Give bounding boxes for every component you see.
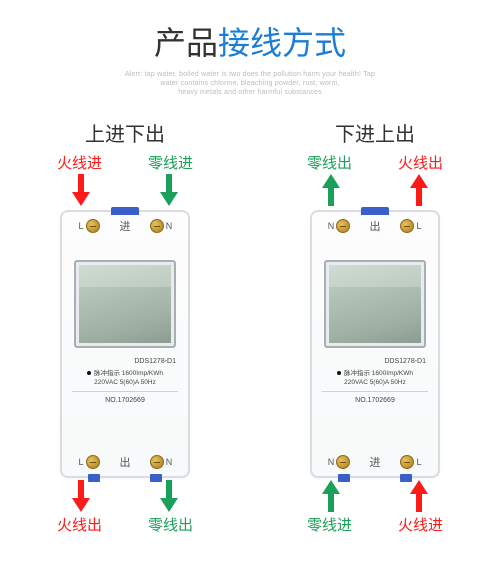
arrow-pair [275,480,475,512]
screw-icon [336,455,350,469]
screw-icon [400,455,414,469]
wire-label: 火线进 [398,514,443,535]
serial-number: NO.1702669 [322,397,428,404]
terminal-bottom: N 进 L [312,454,438,470]
terminal-mark: N [326,221,336,231]
terminal-mark: N [164,221,174,231]
terminal-mark: L [414,221,424,231]
wire-label: 零线出 [148,514,193,535]
lcd-screen [74,260,176,348]
arrow-icon [72,480,90,512]
wire-label: 零线进 [148,152,193,173]
terminal-mark: L [76,457,86,467]
spec-block: DDS1278-D1 脉冲指示 1600Imp/KWh 220VAC 5(60)… [72,357,178,392]
screw-icon [400,219,414,233]
screw-icon [336,219,350,233]
bottom-arrows-row [0,480,500,512]
subtitle-line: water contains chlorine, bleaching powde… [0,79,500,88]
variant-title: 下进上出 [275,118,475,147]
wire-label: 零线出 [307,152,352,173]
mode-label: 进 [370,454,381,470]
subtitle-line: Alert: tap water, boiled water is two do… [0,70,500,79]
label-pair: 零线出 火线出 [275,152,475,173]
mode-label: 进 [120,218,131,234]
spec-rating: 220VAC 5(60)A 50Hz [322,378,428,387]
screw-icon [86,455,100,469]
meter-device: N 出 L DDS1278-D1 脉冲指示 1600Imp/KWh 220VAC… [310,210,440,478]
arrow-icon [410,480,428,512]
arrow-pair [25,174,225,206]
variant-title: 上进下出 [25,118,225,147]
arrow-icon [160,480,178,512]
devices-row: L 进 N DDS1278-D1 脉冲指示 1600Imp/KWh 220VAC… [0,210,500,478]
terminal-mark: N [164,457,174,467]
spec-rating: 220VAC 5(60)A 50Hz [72,378,178,387]
screw-icon [86,219,100,233]
variant-titles-row: 上进下出 下进上出 [0,118,500,147]
terminal-bottom: L 出 N [62,454,188,470]
header: 产品接线方式 Alert: tap water, boiled water is… [0,0,500,97]
mount-tab [111,207,139,215]
meter-device: L 进 N DDS1278-D1 脉冲指示 1600Imp/KWh 220VAC… [60,210,190,478]
screw-icon [150,219,164,233]
title-plain: 产品 [154,25,218,61]
serial-number: NO.1702669 [72,397,178,404]
device-slot: N 出 L DDS1278-D1 脉冲指示 1600Imp/KWh 220VAC… [275,210,475,478]
terminal-mark: L [76,221,86,231]
label-pair: 火线出 零线出 [25,514,225,535]
mode-label: 出 [370,218,381,234]
pulse-led-icon [87,371,91,375]
arrow-icon [410,174,428,206]
arrow-icon [322,174,340,206]
spec-model: DDS1278-D1 [322,357,428,367]
lcd-screen [324,260,426,348]
arrow-icon [72,174,90,206]
wire-label: 火线进 [57,152,102,173]
spec-block: DDS1278-D1 脉冲指示 1600Imp/KWh 220VAC 5(60)… [322,357,428,392]
terminal-mark: N [326,457,336,467]
label-pair: 零线进 火线进 [275,514,475,535]
spec-pulse: 脉冲指示 1600Imp/KWh [72,369,178,378]
arrow-icon [160,174,178,206]
device-slot: L 进 N DDS1278-D1 脉冲指示 1600Imp/KWh 220VAC… [25,210,225,478]
spec-model: DDS1278-D1 [72,357,178,367]
spec-pulse: 脉冲指示 1600Imp/KWh [322,369,428,378]
top-arrows-row [0,174,500,206]
arrow-pair [25,480,225,512]
wire-label: 火线出 [398,152,443,173]
subtitle: Alert: tap water, boiled water is two do… [0,70,500,97]
top-labels-row: 火线进 零线进 零线出 火线出 [0,152,500,173]
terminal-top: L 进 N [62,218,188,234]
terminal-mark: L [414,457,424,467]
bottom-labels-row: 火线出 零线出 零线进 火线进 [0,514,500,535]
screw-icon [150,455,164,469]
subtitle-line: heavy metals and other harmful substance… [0,88,500,97]
arrow-icon [322,480,340,512]
terminal-top: N 出 L [312,218,438,234]
wire-label: 火线出 [57,514,102,535]
title-accent: 接线方式 [218,25,346,61]
label-pair: 火线进 零线进 [25,152,225,173]
wire-label: 零线进 [307,514,352,535]
mode-label: 出 [120,454,131,470]
pulse-led-icon [337,371,341,375]
arrow-pair [275,174,475,206]
mount-tab [361,207,389,215]
page-title: 产品接线方式 [154,18,346,64]
